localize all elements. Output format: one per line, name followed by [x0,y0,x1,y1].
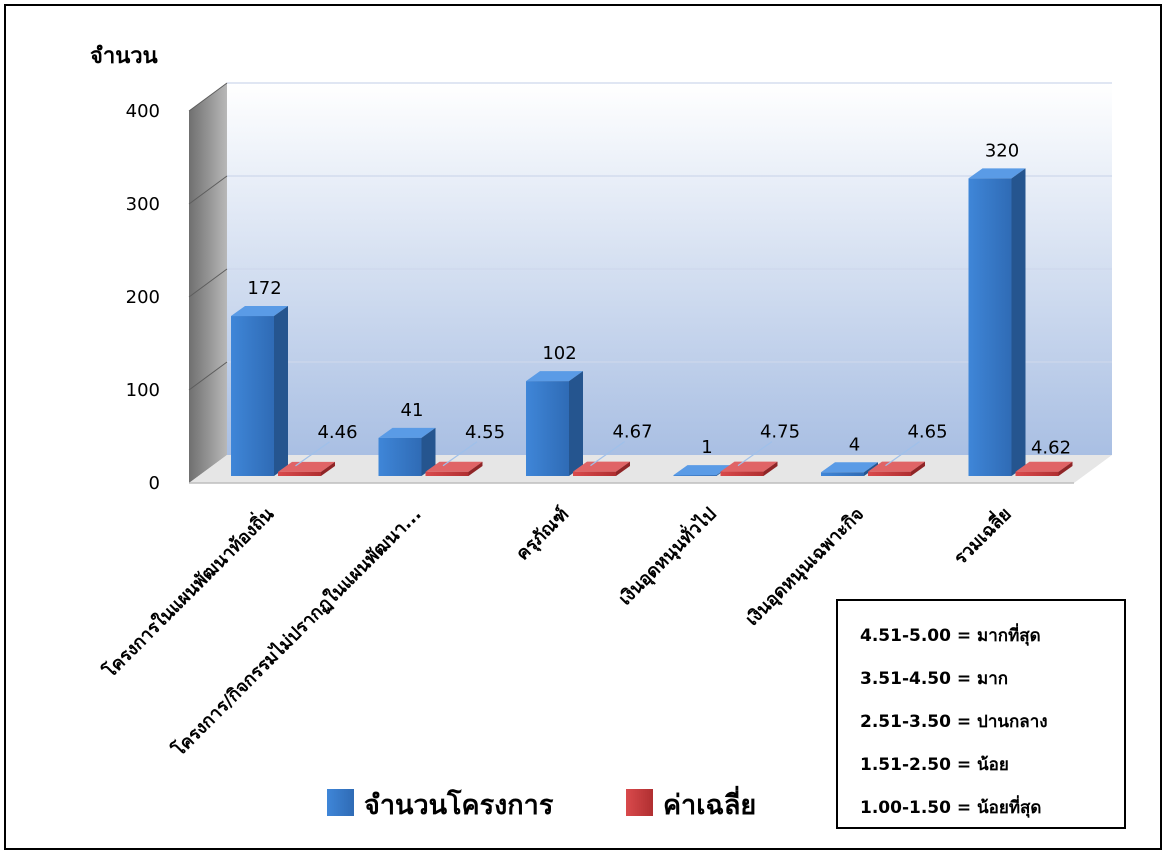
bar-count-top [378,427,436,438]
leader-line [737,441,773,467]
gridline-side [188,82,228,112]
leader-line [295,441,330,467]
bar-average-top [278,461,335,472]
bar-count [673,475,717,476]
legend: จำนวนโครงการ ค่าเฉลี่ย [327,785,756,821]
category-label: โครงการ/กิจกรรมไม่ปรากฏในแผนพัฒนา... [167,503,426,762]
bar-count-top [526,371,583,382]
leader-line [442,441,478,467]
data-labels: 172 4.46 41 4.55 102 4.67 1 4.75 4 4.65 320 4.62 [247,140,1071,467]
y-tick-label: 100 [126,380,160,401]
category-label: โครงการในแผนพัฒนาท้องถิ่น [97,501,279,683]
y-tick-label: 400 [126,101,160,122]
category-label: เงินอุดหนุนทั่วไป [613,502,722,611]
bar-average [278,471,321,476]
data-label-average: 4.46 [317,422,357,443]
data-label-count: 41 [401,400,424,421]
legend-swatch-red [626,789,653,816]
bar-count-top [968,168,1026,179]
data-label-average: 4.75 [760,422,800,443]
data-label-count: 1 [701,437,712,458]
legend-label-red: ค่าเฉลี่ย [663,785,756,821]
bar-average-side [911,461,925,476]
bar-count-side [1011,168,1026,476]
data-label-count: 172 [247,278,281,299]
bar-count [526,381,569,476]
bar-average-top [1015,461,1073,472]
bar-average-side [321,461,335,476]
scale-row: 4.51-5.00 = มากที่สุด [860,626,1041,646]
y-tick-label: 200 [126,287,160,308]
bar-average-side [616,461,630,476]
legend-label-blue: จำนวนโครงการ [364,788,554,821]
data-label-count: 102 [542,343,576,364]
bar-average-top [573,461,630,472]
bar-average [720,471,764,476]
leader-line [885,441,920,467]
bar-count-side [569,371,583,476]
y-axis-title: จำนวน [90,44,158,69]
bar-count [968,178,1012,476]
bar-average-top [868,461,925,472]
gridline-side [188,175,228,205]
data-label-average: 4.65 [907,422,947,443]
legend-swatch-blue [327,789,354,816]
scale-row: 3.51-4.50 = มาก [860,669,1009,689]
category-label: ครุภัณฑ์ [511,503,573,565]
y-tick-label: 300 [126,194,160,215]
bar-average-side [468,461,483,476]
bars [231,168,1073,476]
bar-count-top [673,465,731,476]
scale-row: 1.51-2.50 = น้อย [860,755,1009,775]
bar-count [821,472,864,476]
bar-average [425,471,469,476]
gridline-side [188,361,228,391]
y-tick-label: 0 [149,473,160,494]
bar-count [378,437,422,476]
data-label-average: 4.55 [465,422,505,443]
bar-average-side [763,461,778,476]
bar-count-top [231,306,288,317]
bar-average-side [1058,461,1073,476]
data-label-count: 320 [985,140,1019,161]
bar-average [1015,471,1059,476]
data-label-count: 4 [849,434,860,455]
bar-average-top [425,461,483,472]
data-label-average: 4.67 [612,422,652,443]
bar-count-side [274,306,288,476]
category-label: รวมเฉลี่ย [948,502,1016,570]
bar-average [573,471,616,476]
bar-average [868,471,911,476]
rating-scale-box: 4.51-5.00 = มากที่สุด 3.51-4.50 = มาก 2.… [836,599,1126,829]
bar-count-side [421,427,436,476]
y-axis-ticks: 0 100 200 300 400 [126,101,160,494]
gridline-side [188,268,228,298]
bar-count-side [864,462,878,476]
scale-row: 1.00-1.50 = น้อยที่สุด [860,798,1042,818]
gridlines [188,82,1112,391]
bar-count-top [821,462,878,473]
data-label-average: 4.62 [1031,438,1071,459]
scale-row: 2.51-3.50 = ปานกลาง [860,712,1048,732]
leader-line [590,441,625,467]
bar-average-top [720,461,778,472]
bar-count [231,316,274,476]
